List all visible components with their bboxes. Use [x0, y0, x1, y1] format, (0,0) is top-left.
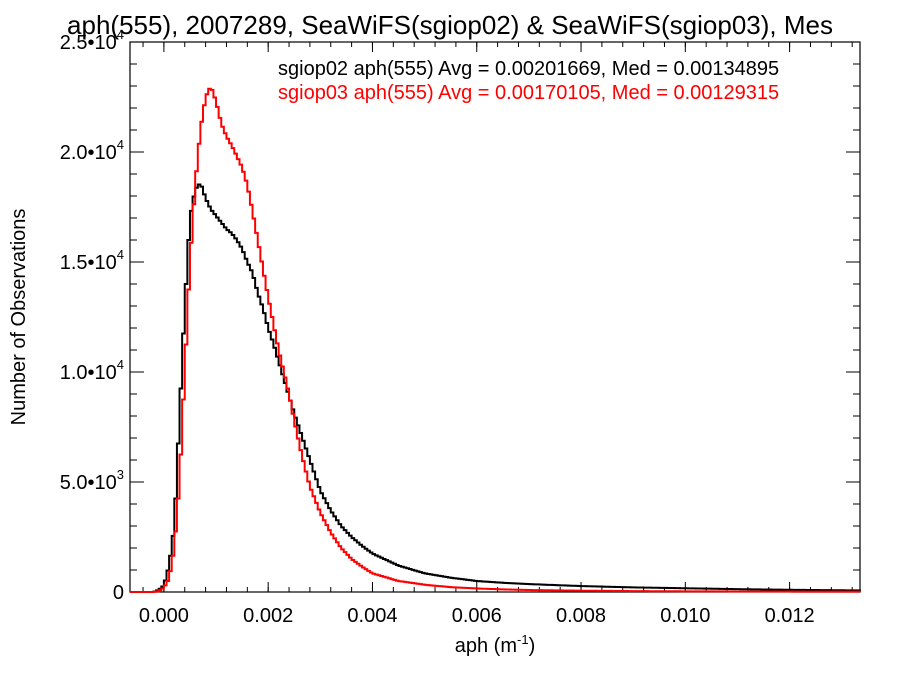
series-line-sgiop02 — [130, 183, 861, 593]
series-line-sgiop03 — [130, 87, 861, 593]
x-axis-title: aph (m-1) — [455, 632, 535, 657]
legend-entry-sgiop03: sgiop03 aph(555) Avg = 0.00170105, Med =… — [278, 82, 779, 104]
plot-border — [129, 41, 861, 593]
y-axis-title: Number of Observations — [8, 209, 30, 426]
x-tick-label: 0.012 — [765, 605, 815, 627]
y-tick-label: 2.0•104 — [60, 137, 124, 164]
x-tick-label: 0.000 — [139, 605, 189, 627]
y-tick-label: 5.0•103 — [60, 467, 124, 494]
x-tick-label: 0.010 — [660, 605, 710, 627]
legend-entry-sgiop02: sgiop02 aph(555) Avg = 0.00201669, Med =… — [278, 58, 779, 80]
y-tick-label: 0 — [113, 582, 124, 604]
x-tick-label: 0.008 — [556, 605, 606, 627]
y-tick-label: 1.5•104 — [60, 247, 124, 274]
x-tick-label: 0.004 — [347, 605, 397, 627]
chart-title: aph(555), 2007289, SeaWiFS(sgiop02) & Se… — [67, 10, 833, 40]
plot-frame — [129, 41, 861, 593]
y-tick-label: 2.5•104 — [60, 27, 124, 54]
x-tick-label: 0.002 — [243, 605, 293, 627]
y-tick-label: 1.0•104 — [60, 357, 124, 384]
x-axis: 0.000 0.002 0.004 0.006 0.008 0.010 0.012 — [139, 42, 853, 627]
series-lines — [130, 87, 861, 593]
x-tick-label: 0.006 — [452, 605, 502, 627]
y-axis: 0 5.0•103 1.0•104 1.5•104 2.0•104 2.5•104 — [60, 27, 860, 604]
